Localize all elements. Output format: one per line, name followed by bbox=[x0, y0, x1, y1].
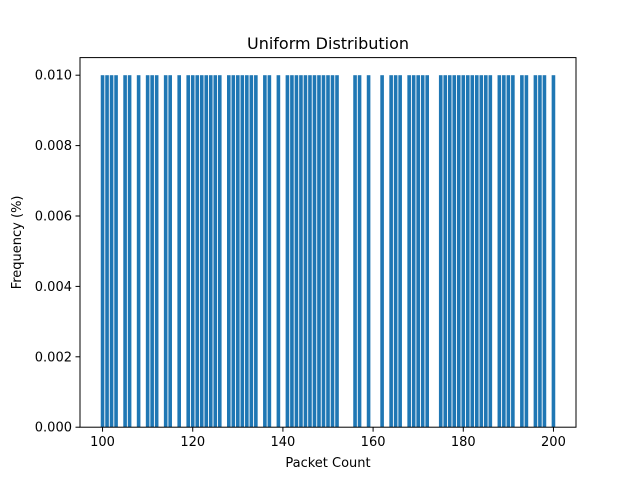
bar bbox=[321, 75, 326, 428]
bar bbox=[551, 75, 556, 428]
bars-layer bbox=[100, 75, 556, 428]
bar bbox=[542, 75, 547, 428]
bar bbox=[357, 75, 362, 428]
bar bbox=[524, 75, 529, 428]
bar bbox=[217, 75, 222, 428]
bar bbox=[263, 75, 267, 428]
bar bbox=[154, 75, 159, 428]
x-tick-label: 180 bbox=[451, 435, 476, 450]
bar bbox=[461, 75, 466, 428]
chart-title: Uniform Distribution bbox=[247, 34, 409, 53]
bar bbox=[420, 75, 425, 428]
bar bbox=[276, 75, 281, 428]
bar bbox=[109, 75, 114, 428]
bar bbox=[538, 75, 542, 428]
bar bbox=[136, 75, 141, 428]
bar bbox=[249, 75, 254, 428]
bar bbox=[335, 75, 339, 428]
y-tick-label: 0.004 bbox=[35, 280, 72, 295]
y-tick-label: 0.008 bbox=[35, 139, 72, 154]
bar bbox=[484, 75, 488, 428]
x-axis-label: Packet Count bbox=[285, 456, 370, 471]
bar bbox=[393, 75, 398, 428]
bar bbox=[452, 75, 457, 428]
bar bbox=[456, 75, 461, 428]
bar bbox=[389, 75, 393, 428]
bar bbox=[416, 75, 420, 428]
bar bbox=[236, 75, 240, 428]
bar bbox=[438, 75, 443, 428]
bar bbox=[204, 75, 209, 428]
bar bbox=[511, 75, 515, 428]
bar bbox=[245, 75, 249, 428]
bar bbox=[488, 75, 493, 428]
y-axis-ticks: 0.000 0.002 0.004 0.006 0.008 0.010 bbox=[35, 69, 80, 436]
bar bbox=[105, 75, 109, 428]
bar bbox=[411, 75, 416, 428]
bar bbox=[254, 75, 258, 428]
x-tick-label: 160 bbox=[361, 435, 386, 450]
bar bbox=[150, 75, 154, 428]
bar bbox=[114, 75, 118, 428]
bar bbox=[168, 75, 172, 428]
bar bbox=[226, 75, 231, 428]
x-tick-label: 200 bbox=[541, 435, 566, 450]
bar bbox=[353, 75, 357, 428]
bar bbox=[163, 75, 168, 428]
x-tick-label: 140 bbox=[270, 435, 295, 450]
bar bbox=[317, 75, 321, 428]
y-tick-label: 0.010 bbox=[35, 69, 72, 84]
axes-frame bbox=[79, 57, 577, 428]
bar bbox=[497, 75, 502, 428]
bar bbox=[186, 75, 191, 428]
bar bbox=[330, 75, 335, 428]
bar bbox=[465, 75, 470, 428]
bar bbox=[100, 75, 105, 428]
bar bbox=[267, 75, 272, 428]
bar bbox=[474, 75, 479, 428]
bar bbox=[208, 75, 213, 428]
bar bbox=[294, 75, 299, 428]
bar bbox=[407, 75, 411, 428]
y-tick-label: 0.002 bbox=[35, 350, 72, 365]
y-axis-label: Frequency (%) bbox=[10, 196, 25, 290]
bar bbox=[299, 75, 303, 428]
bar bbox=[520, 75, 524, 428]
bar bbox=[447, 75, 452, 428]
bar bbox=[195, 75, 200, 428]
bar bbox=[213, 75, 218, 428]
bar bbox=[502, 75, 506, 428]
bar bbox=[398, 75, 402, 428]
bar bbox=[506, 75, 511, 428]
bar bbox=[443, 75, 448, 428]
bar bbox=[479, 75, 484, 428]
bar bbox=[285, 75, 290, 428]
bar bbox=[308, 75, 312, 428]
x-tick-label: 120 bbox=[180, 435, 205, 450]
bar bbox=[366, 75, 371, 428]
bar bbox=[533, 75, 538, 428]
x-axis-ticks: 100 120 140 160 180 200 bbox=[90, 427, 566, 450]
bar bbox=[127, 75, 132, 428]
bar bbox=[231, 75, 236, 428]
bar bbox=[303, 75, 308, 428]
bar bbox=[199, 75, 204, 428]
bar bbox=[240, 75, 245, 428]
bar bbox=[190, 75, 195, 428]
bar bbox=[312, 75, 317, 428]
bar bbox=[326, 75, 330, 428]
bar bbox=[177, 75, 182, 428]
x-tick-label: 100 bbox=[90, 435, 115, 450]
y-tick-label: 0.006 bbox=[35, 210, 72, 225]
bar bbox=[470, 75, 475, 428]
bar bbox=[290, 75, 294, 428]
y-tick-label: 0.000 bbox=[35, 421, 72, 436]
bar bbox=[145, 75, 150, 428]
bar bbox=[380, 75, 384, 428]
bar bbox=[123, 75, 127, 428]
bar bbox=[425, 75, 430, 428]
